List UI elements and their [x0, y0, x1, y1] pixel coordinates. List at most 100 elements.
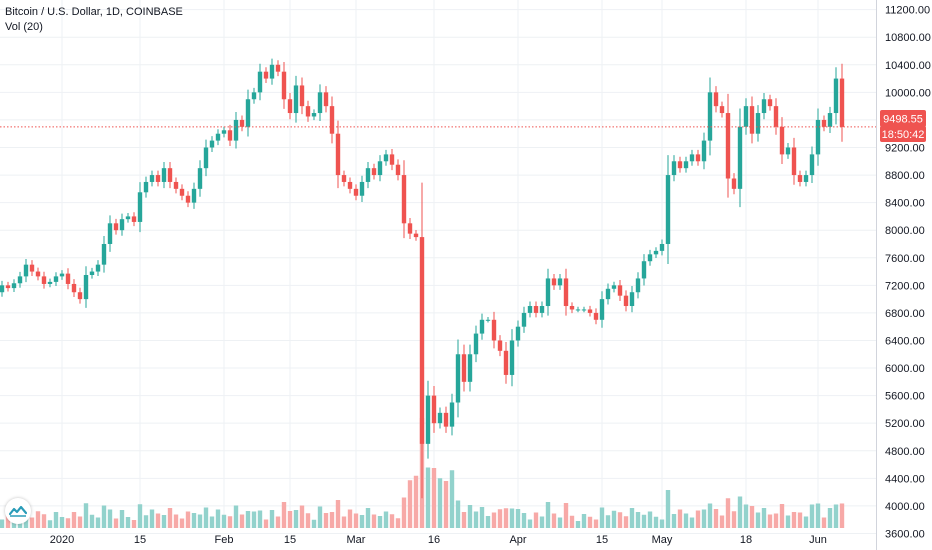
- volume-bar: [329, 512, 335, 528]
- candle-body: [791, 147, 797, 176]
- candle-body: [275, 64, 281, 72]
- candle-body: [755, 113, 761, 134]
- volume-bar: [155, 513, 161, 528]
- volume-bar: [125, 517, 131, 528]
- candle-body: [461, 354, 467, 382]
- candle-body: [77, 292, 83, 300]
- volume-bar: [551, 513, 557, 528]
- volume-bar: [755, 512, 761, 528]
- candle-body: [23, 264, 29, 277]
- volume-bar: [413, 475, 419, 528]
- price-tick-label: 8800.00: [885, 170, 925, 182]
- volume-bar: [281, 502, 287, 528]
- volume-bar: [461, 512, 467, 528]
- price-tick-label: 4000.00: [885, 501, 925, 513]
- candle-body: [299, 85, 305, 107]
- volume-bar: [563, 503, 569, 528]
- volume-bar: [545, 502, 551, 528]
- price-candles: [0, 58, 845, 499]
- time-tick-label: Jun: [809, 534, 827, 546]
- price-tick-label: 10400.00: [885, 60, 931, 72]
- volume-bar: [641, 514, 647, 528]
- volume-bar: [599, 507, 605, 528]
- volume-bar: [299, 505, 305, 528]
- candle-body: [383, 154, 389, 162]
- volume-bar: [749, 506, 755, 528]
- volume-bar: [137, 504, 143, 528]
- candle-body: [287, 99, 293, 114]
- candle-body: [533, 306, 539, 313]
- volume-bar: [203, 507, 209, 528]
- volume-bar: [485, 516, 491, 528]
- volume-bar: [515, 509, 521, 528]
- time-tick-label: Mar: [347, 534, 366, 546]
- candle-body: [815, 119, 821, 155]
- volume-bar: [89, 514, 95, 528]
- candle-body: [785, 147, 791, 155]
- volume-bar: [647, 511, 653, 528]
- volume-bar: [593, 519, 599, 528]
- candle-body: [209, 140, 215, 148]
- volume-bar: [527, 519, 533, 528]
- price-tick-label: 5200.00: [885, 418, 925, 430]
- candle-body: [773, 106, 779, 127]
- time-tick-label: 15: [284, 534, 296, 546]
- volume-bar: [479, 507, 485, 528]
- volume-bar: [371, 514, 377, 528]
- candle-body: [665, 175, 671, 244]
- volume-bar: [809, 504, 815, 528]
- price-tick-label: 10000.00: [885, 87, 931, 99]
- volume-bar: [269, 510, 275, 528]
- volume-bar: [401, 497, 407, 528]
- candle-body: [161, 168, 167, 182]
- volume-bar: [737, 496, 743, 528]
- volume-bar: [251, 511, 257, 528]
- volume-bar: [35, 511, 41, 528]
- candle-body: [89, 271, 95, 275]
- candle-body: [95, 264, 101, 272]
- price-tick-label: 3600.00: [885, 528, 925, 540]
- logo-icon: [9, 505, 27, 517]
- volume-bar: [761, 508, 767, 528]
- candle-body: [539, 306, 545, 313]
- candle-body: [263, 71, 269, 79]
- candle-body: [485, 319, 491, 321]
- volume-bar: [107, 509, 113, 528]
- candle-body: [293, 85, 299, 114]
- candle-body: [767, 99, 773, 107]
- volume-bar: [689, 517, 695, 528]
- volume-bar: [77, 516, 83, 528]
- candle-body: [569, 306, 575, 310]
- volume-bar: [821, 517, 827, 528]
- volume-bar: [575, 521, 581, 528]
- tradingview-logo[interactable]: [5, 498, 31, 524]
- price-axis: 3600.00 4000.00 4400.00 4800.00 5200.00 5600.…: [876, 0, 931, 550]
- price-tick-label: 8000.00: [885, 225, 925, 237]
- volume-bar: [587, 516, 593, 528]
- volume-indicator-label[interactable]: Vol (20): [5, 21, 43, 33]
- volume-bar: [425, 467, 431, 528]
- price-tick-label: 7600.00: [885, 253, 925, 265]
- volume-bar: [185, 511, 191, 528]
- volume-bar: [743, 504, 749, 528]
- volume-bar: [179, 518, 185, 528]
- candle-body: [689, 154, 695, 162]
- candle-body: [671, 161, 677, 176]
- candle-body: [389, 154, 395, 165]
- candle-body: [347, 181, 353, 189]
- volume-bar: [665, 490, 671, 528]
- candle-body: [599, 299, 605, 320]
- volume-bar: [653, 516, 659, 528]
- candle-body: [305, 106, 311, 117]
- candle-body: [341, 175, 347, 182]
- candle-body: [659, 243, 665, 251]
- candle-body: [695, 154, 701, 162]
- volume-bar: [557, 517, 563, 528]
- candle-body: [329, 106, 335, 134]
- candle-body: [59, 273, 65, 277]
- countdown-badge: [880, 126, 926, 142]
- volume-bar: [311, 519, 317, 528]
- candle-body: [239, 119, 245, 127]
- candle-body: [653, 250, 659, 255]
- volume-bar: [659, 519, 665, 528]
